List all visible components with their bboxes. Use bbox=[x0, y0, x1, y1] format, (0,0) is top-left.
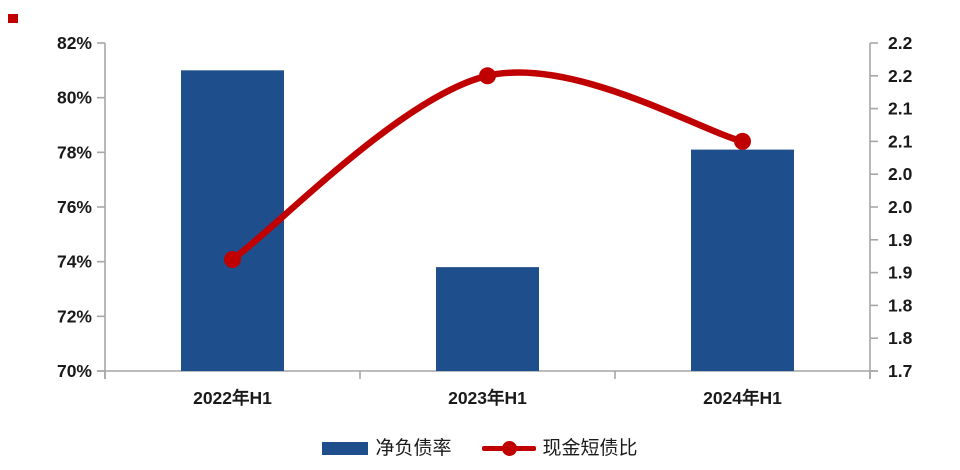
combo-chart: 82% 80% 78% 76% 74% 72% 70% 2.2 2.2 2.1 2.1 2.0 2.0 1… bbox=[57, 33, 913, 408]
legend-item-line-series: 现金短债比 bbox=[481, 437, 638, 459]
line-data-point bbox=[224, 250, 241, 268]
right-axis-tick-label: 1.8 bbox=[888, 328, 913, 348]
line-data-point bbox=[479, 67, 496, 85]
bar bbox=[436, 267, 539, 371]
legend-item-bar-series: 净负债率 bbox=[322, 437, 452, 459]
left-axis-tick-label: 70% bbox=[57, 361, 92, 381]
line-data-point bbox=[734, 132, 751, 150]
right-axis-tick-label: 1.8 bbox=[888, 295, 913, 315]
red-corner-mark bbox=[8, 14, 18, 23]
legend-line-label: 现金短债比 bbox=[542, 437, 638, 459]
bar bbox=[691, 149, 794, 371]
bar-series-swatch bbox=[322, 441, 369, 455]
right-axis-tick-label: 2.0 bbox=[888, 164, 913, 184]
line-marker-dot bbox=[501, 440, 517, 456]
right-axis-tick-label: 2.1 bbox=[888, 99, 913, 119]
left-axis: 82% 80% 78% 76% 74% 72% 70% bbox=[57, 33, 105, 381]
line-series-marker bbox=[481, 440, 536, 456]
x-axis-labels: 2022年H1 2023年H1 2024年H1 bbox=[193, 388, 782, 408]
right-axis-tick-label: 1.9 bbox=[888, 263, 913, 283]
left-axis-tick-label: 76% bbox=[57, 197, 92, 217]
bar-series bbox=[181, 70, 794, 371]
left-axis-tick-label: 74% bbox=[57, 252, 92, 272]
chart-legend: 净负债率 现金短债比 bbox=[0, 433, 960, 463]
right-axis-tick-label: 2.1 bbox=[888, 131, 913, 151]
right-axis-tick-label: 2.2 bbox=[888, 33, 913, 53]
left-axis-tick-label: 72% bbox=[57, 306, 92, 326]
bar bbox=[181, 70, 284, 371]
right-axis-tick-label: 1.9 bbox=[888, 230, 913, 250]
line-series bbox=[224, 67, 751, 268]
legend-bar-label: 净负债率 bbox=[375, 437, 452, 459]
x-axis-category-label: 2024年H1 bbox=[703, 388, 782, 408]
right-axis-tick-label: 2.2 bbox=[888, 66, 913, 86]
x-axis-category-label: 2023年H1 bbox=[448, 388, 527, 408]
left-axis-tick-label: 80% bbox=[57, 88, 92, 108]
x-axis-category-label: 2022年H1 bbox=[193, 388, 272, 408]
right-axis: 2.2 2.2 2.1 2.1 2.0 2.0 1.9 1.9 1.8 1.8 1.7 bbox=[870, 33, 913, 381]
left-axis-tick-label: 78% bbox=[57, 142, 92, 162]
left-axis-tick-label: 82% bbox=[57, 33, 92, 53]
right-axis-tick-label: 1.7 bbox=[888, 361, 912, 381]
line-path bbox=[229, 69, 746, 263]
right-axis-tick-label: 2.0 bbox=[888, 197, 913, 217]
